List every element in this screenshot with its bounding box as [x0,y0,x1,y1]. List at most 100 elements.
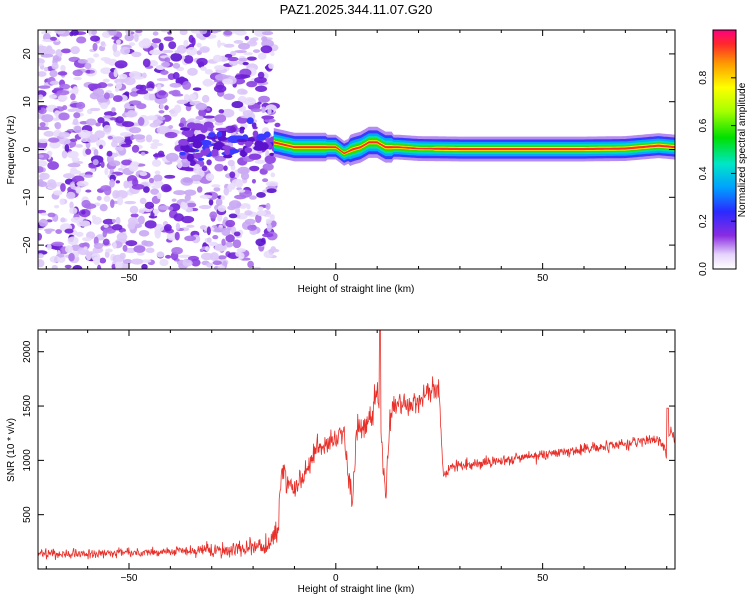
signal-emergence-blob [186,153,195,162]
noise-blob [38,259,45,268]
noise-blob [82,237,92,242]
noise-blob [97,82,108,89]
colorbar-label: Normalized spectral amplitude [737,82,748,217]
noise-blob [89,107,101,112]
noise-blob [60,64,66,72]
noise-blob [180,201,186,210]
noise-blob [91,214,97,220]
noise-blob [213,187,221,192]
noise-blob [232,239,242,249]
noise-blob [70,93,76,101]
noise-blob [257,206,264,211]
snr-xtick-label: 50 [537,573,549,584]
noise-blob [151,38,162,44]
noise-blob [270,246,277,253]
noise-blob [43,67,49,72]
noise-blob [57,71,68,76]
noise-blob [85,148,92,155]
noise-blob [72,69,83,77]
noise-blob [146,87,154,92]
signal-emergence-blob [186,138,198,143]
noise-blob [252,126,258,130]
noise-blob [107,135,113,140]
noise-blob [100,102,109,110]
noise-blob [38,126,50,131]
noise-blob [114,261,123,269]
noise-blob [258,95,270,103]
spectrogram-ytick-label: 20 [22,48,33,60]
noise-blob [124,76,136,86]
noise-blob [268,63,274,69]
noise-blob [191,37,196,47]
noise-blob [217,214,223,222]
noise-blob [111,218,117,224]
noise-blob [68,252,75,262]
signal-emergence-blob [246,117,254,125]
noise-blob [156,77,169,82]
signal-emergence-blob [184,133,194,138]
noise-blob [221,108,235,118]
noise-blob [163,36,174,42]
noise-blob [120,143,132,148]
noise-blob [159,103,164,110]
noise-blob [70,46,80,55]
noise-blob [168,124,174,130]
noise-blob [92,42,98,51]
noise-blob [70,30,79,36]
noise-blob [137,215,145,225]
noise-blob [67,162,81,168]
signal-emergence-blob [263,131,271,138]
signal-emergence-blob [274,122,281,128]
signal-emergence-blob [193,124,204,131]
noise-blob [171,198,177,202]
noise-blob [208,199,214,206]
noise-blob [182,259,193,267]
noise-blob [234,74,248,80]
noise-blob [116,232,128,241]
noise-blob [217,265,226,269]
noise-blob [180,117,186,125]
noise-blob [125,30,132,36]
noise-blob [38,71,47,77]
noise-blob [160,184,172,193]
noise-blob [139,197,147,205]
noise-blob [206,262,213,268]
noise-blob [129,91,139,97]
noise-blob [260,106,267,114]
noise-blob [121,159,133,166]
noise-blob [63,173,75,179]
signal-emergence-blob [178,122,185,127]
noise-blob [156,251,165,258]
noise-blob [100,67,113,75]
noise-blob [60,217,66,223]
noise-blob [111,224,123,231]
noise-blob [89,168,96,173]
noise-blob [106,150,113,157]
spectrogram-xtick-label: −50 [121,273,138,284]
noise-blob [103,111,117,117]
noise-blob [112,241,117,250]
noise-blob [228,200,242,209]
noise-blob [257,101,262,105]
colorbar-tick-label: 0.0 [698,262,709,276]
noise-blob [84,62,92,70]
noise-blob [227,159,235,167]
noise-blob [59,198,65,205]
noise-blob [217,204,227,212]
noise-blob [214,163,225,172]
noise-blob [247,224,257,231]
noise-blob [261,36,268,42]
noise-blob [225,219,236,228]
noise-blob [212,260,222,266]
noise-blob [224,53,233,58]
noise-blob [154,228,162,236]
noise-blob [49,255,61,263]
noise-blob [144,201,155,210]
noise-blob [129,126,142,134]
noise-blob [93,242,104,249]
noise-blob [115,180,120,184]
noise-blob [38,232,43,241]
noise-blob [38,166,44,173]
noise-blob [234,49,247,54]
noise-blob [156,84,162,91]
